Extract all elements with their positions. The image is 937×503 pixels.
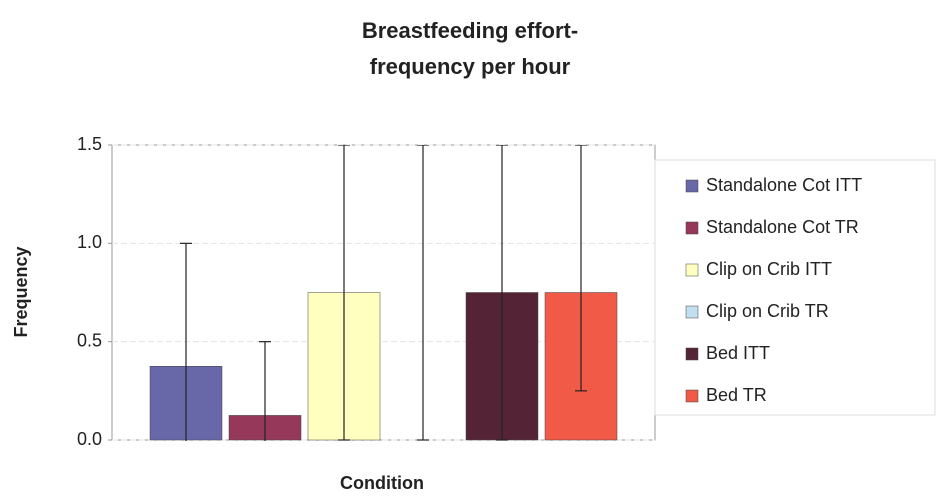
legend-label: Bed TR <box>706 385 767 405</box>
legend-swatch <box>685 263 699 277</box>
x-axis-label: Condition <box>340 473 424 493</box>
legend-label: Clip on Crib ITT <box>706 259 832 279</box>
legend-swatch <box>685 221 699 235</box>
legend-label: Standalone Cot ITT <box>706 175 862 195</box>
legend-swatch <box>685 347 699 361</box>
y-tick-label: 1.0 <box>77 232 102 252</box>
legend-swatch <box>685 389 699 403</box>
legend-label: Clip on Crib TR <box>706 301 829 321</box>
y-tick-label: 1.5 <box>77 134 102 154</box>
y-axis-label: Frequency <box>11 246 31 337</box>
y-tick-label: 0.5 <box>77 330 102 350</box>
legend-swatch <box>685 179 699 193</box>
legend <box>654 159 936 416</box>
y-tick-label: 0.0 <box>77 429 102 449</box>
chart-title: frequency per hour <box>370 54 571 79</box>
plot-marks <box>149 145 618 441</box>
chart-title: Breastfeeding effort- <box>362 18 578 43</box>
legend-swatch <box>685 305 699 319</box>
legend-label: Bed ITT <box>706 343 770 363</box>
legend-label: Standalone Cot TR <box>706 217 859 237</box>
